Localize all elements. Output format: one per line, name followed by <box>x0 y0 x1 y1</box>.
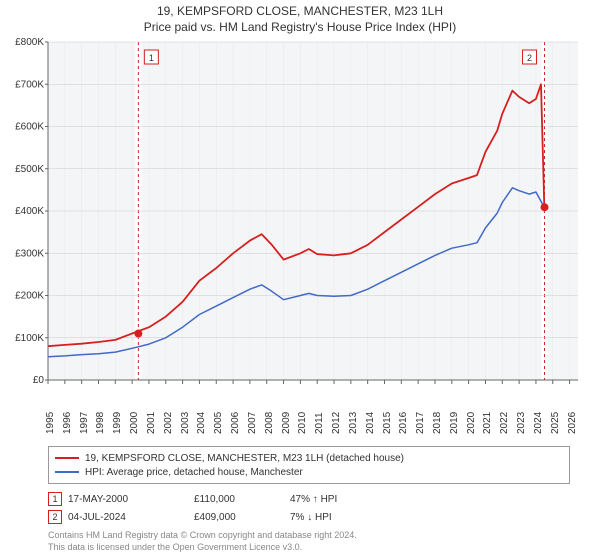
x-tick-label: 2022 <box>499 412 510 434</box>
x-tick-label: 2008 <box>264 412 275 434</box>
svg-text:£600K: £600K <box>15 122 44 133</box>
x-tick-label: 2001 <box>146 412 157 434</box>
x-tick-label: 2024 <box>533 412 544 434</box>
x-tick-label: 2015 <box>382 412 393 434</box>
marker-date: 04-JUL-2024 <box>68 512 188 523</box>
marker-table: 1 17-MAY-2000 £110,000 47% ↑ HPI 2 04-JU… <box>48 490 570 526</box>
x-tick-label: 2003 <box>180 412 191 434</box>
x-tick-label: 2012 <box>331 412 342 434</box>
line-chart-svg: £0 £100K £200K £300K £400K £500K £600K £700K £80… <box>0 34 600 404</box>
svg-text:£700K: £700K <box>15 79 44 90</box>
x-tick-label: 1999 <box>112 412 123 434</box>
svg-text:£300K: £300K <box>15 248 44 259</box>
svg-text:£200K: £200K <box>15 291 44 302</box>
x-tick-label: 2018 <box>432 412 443 434</box>
chart-container: 19, KEMPSFORD CLOSE, MANCHESTER, M23 1LH… <box>0 0 600 553</box>
chart-title-address: 19, KEMPSFORD CLOSE, MANCHESTER, M23 1LH <box>0 4 600 18</box>
x-tick-label: 2021 <box>482 412 493 434</box>
x-tick-label: 2004 <box>196 412 207 434</box>
legend-label: HPI: Average price, detached house, Manc… <box>85 467 303 478</box>
svg-text:£500K: £500K <box>15 164 44 175</box>
legend-item: 19, KEMPSFORD CLOSE, MANCHESTER, M23 1LH… <box>55 451 563 465</box>
x-tick-label: 2023 <box>516 412 527 434</box>
svg-text:£400K: £400K <box>15 206 44 217</box>
x-tick-label: 2014 <box>365 412 376 434</box>
attribution-text: Contains HM Land Registry data © Crown c… <box>48 530 588 553</box>
marker-date: 17-MAY-2000 <box>68 494 188 505</box>
x-tick-label: 2009 <box>281 412 292 434</box>
svg-text:£100K: £100K <box>15 333 44 344</box>
marker-row: 2 04-JUL-2024 £409,000 7% ↓ HPI <box>48 508 570 526</box>
x-tick-label: 1997 <box>79 412 90 434</box>
x-axis-labels: 1995 1996 1997 1998 1999 2000 2001 2002 2003 2004… <box>48 404 578 440</box>
marker-price: £110,000 <box>194 494 284 505</box>
chart-title-subtitle: Price paid vs. HM Land Registry's House … <box>0 20 600 34</box>
svg-text:£0: £0 <box>33 375 45 386</box>
x-tick-label: 2019 <box>449 412 460 434</box>
x-tick-label: 1998 <box>95 412 106 434</box>
x-tick-label: 2002 <box>163 412 174 434</box>
legend-swatch <box>55 471 79 473</box>
marker-row: 1 17-MAY-2000 £110,000 47% ↑ HPI <box>48 490 570 508</box>
x-tick-label: 2011 <box>314 412 325 434</box>
x-tick-label: 2007 <box>247 412 258 434</box>
x-tick-label: 2006 <box>230 412 241 434</box>
svg-text:£800K: £800K <box>15 37 44 48</box>
x-tick-label: 2017 <box>415 412 426 434</box>
x-tick-label: 2026 <box>567 412 578 434</box>
legend-swatch <box>55 457 79 459</box>
x-tick-label: 1995 <box>45 412 56 434</box>
x-tick-label: 2000 <box>129 412 140 434</box>
x-tick-label: 2013 <box>348 412 359 434</box>
chart-titles: 19, KEMPSFORD CLOSE, MANCHESTER, M23 1LH… <box>0 0 600 34</box>
attribution-line: This data is licensed under the Open Gov… <box>48 542 588 554</box>
legend-label: 19, KEMPSFORD CLOSE, MANCHESTER, M23 1LH… <box>85 453 404 464</box>
attribution-line: Contains HM Land Registry data © Crown c… <box>48 530 588 542</box>
x-tick-label: 2005 <box>213 412 224 434</box>
marker-delta: 47% ↑ HPI <box>290 494 410 505</box>
svg-text:1: 1 <box>149 53 154 63</box>
marker-number-box: 1 <box>48 492 62 506</box>
marker-delta: 7% ↓ HPI <box>290 512 410 523</box>
x-tick-label: 2020 <box>466 412 477 434</box>
chart-plot-area: £0 £100K £200K £300K £400K £500K £600K £700K £80… <box>0 34 600 404</box>
x-tick-label: 2010 <box>297 412 308 434</box>
x-tick-label: 2016 <box>398 412 409 434</box>
x-tick-label: 2025 <box>550 412 561 434</box>
legend-item: HPI: Average price, detached house, Manc… <box>55 465 563 479</box>
svg-text:2: 2 <box>527 53 532 63</box>
x-tick-label: 1996 <box>62 412 73 434</box>
legend-box: 19, KEMPSFORD CLOSE, MANCHESTER, M23 1LH… <box>48 446 570 484</box>
marker-number-box: 2 <box>48 510 62 524</box>
marker-price: £409,000 <box>194 512 284 523</box>
